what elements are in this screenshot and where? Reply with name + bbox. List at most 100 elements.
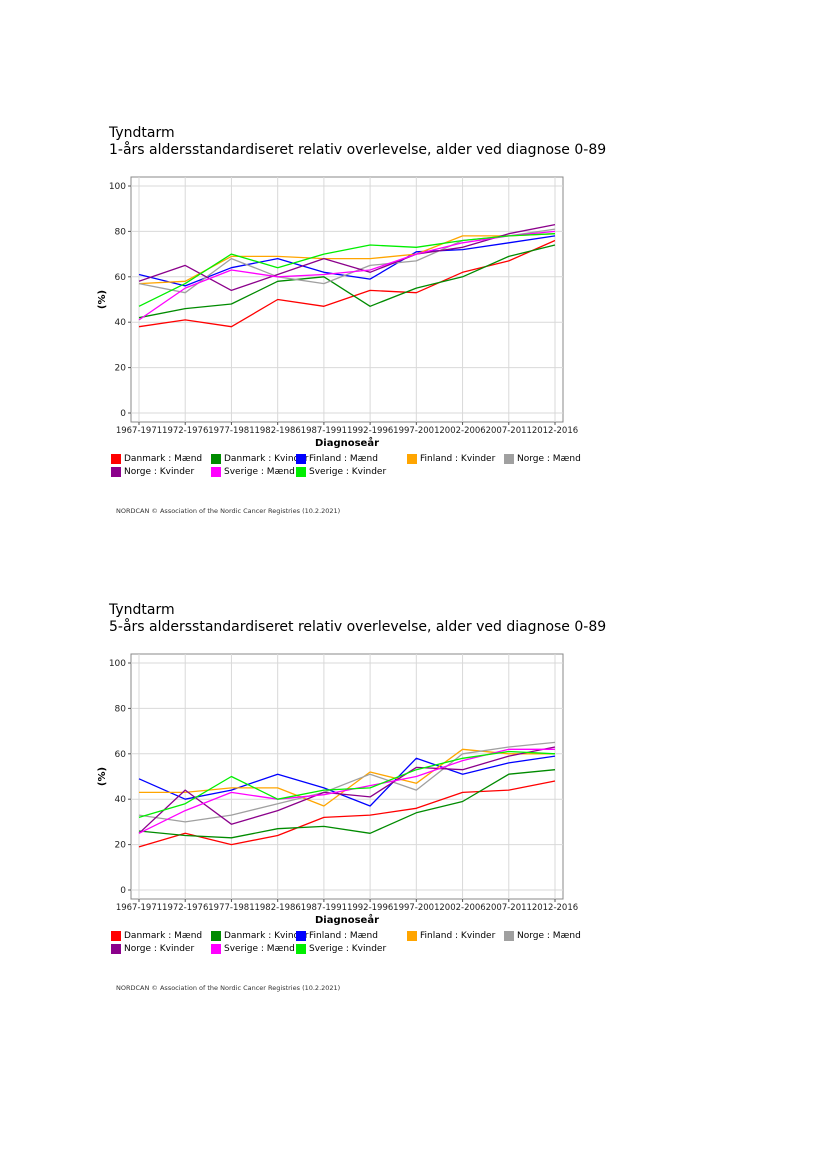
legend-swatch	[211, 467, 221, 477]
x-tick-label: 2007-2011	[486, 426, 532, 436]
plot-frame	[130, 653, 564, 900]
legend-swatch	[296, 454, 306, 464]
legend-item: Sverige : Kvinder	[296, 944, 386, 954]
y-tick-label: 80	[115, 227, 127, 237]
legend-item: Danmark : Kvinder	[211, 454, 308, 464]
x-tick-label: 2012-2016	[532, 903, 578, 913]
x-tick-label: 2007-2011	[486, 903, 532, 913]
legend-swatch	[296, 467, 306, 477]
y-axis-label: (%)	[97, 290, 108, 309]
x-tick-label: 2012-2016	[532, 426, 578, 436]
legend-swatch	[211, 931, 221, 941]
legend-label: Danmark : Mænd	[124, 454, 203, 464]
legend-label: Danmark : Kvinder	[224, 454, 309, 464]
legend-label: Sverige : Mænd	[224, 944, 295, 954]
legend-label: Danmark : Mænd	[124, 931, 203, 941]
chart-subtitle: 1-års aldersstandardiseret relativ overl…	[109, 142, 607, 158]
y-tick-label: 0	[120, 886, 126, 896]
legend-swatch	[504, 454, 514, 464]
legend-item: Finland : Mænd	[296, 931, 378, 941]
series-line	[138, 746, 556, 834]
series-line	[138, 780, 556, 848]
chart-legend: Danmark : Mænd Danmark : Kvinder Finland :…	[111, 931, 591, 957]
legend-item: Sverige : Mænd	[211, 944, 295, 954]
legend-swatch	[111, 467, 121, 477]
x-tick-label: 2002-2006	[439, 903, 485, 913]
legend-swatch	[111, 454, 121, 464]
x-axis-label: Diagnoseår	[315, 436, 379, 449]
y-tick-label: 40	[115, 795, 127, 805]
x-tick-label: 1967-1971	[116, 903, 162, 913]
legend-item: Norge : Mænd	[504, 931, 581, 941]
y-tick-label: 60	[115, 750, 127, 760]
y-tick-label: 0	[120, 409, 126, 419]
legend-item: Norge : Mænd	[504, 454, 581, 464]
chart-legend: Danmark : Mænd Danmark : Kvinder Finland :…	[111, 454, 591, 480]
legend-label: Finland : Kvinder	[420, 931, 496, 941]
x-tick-label: 1992-1996	[347, 426, 393, 436]
x-tick-label: 1977-1981	[208, 903, 254, 913]
plot-frame	[130, 176, 564, 423]
legend-swatch	[296, 931, 306, 941]
x-tick-label: 1982-1986	[254, 903, 300, 913]
legend-swatch	[111, 931, 121, 941]
x-tick-label: 1987-1991	[301, 426, 347, 436]
y-tick-label: 20	[115, 364, 127, 374]
chart-subtitle: 5-års aldersstandardiseret relativ overl…	[109, 619, 607, 635]
legend-label: Danmark : Kvinder	[224, 931, 309, 941]
x-tick-label: 1967-1971	[116, 426, 162, 436]
series-line	[138, 223, 556, 292]
legend-label: Sverige : Kvinder	[309, 467, 387, 477]
x-axis-label: Diagnoseår	[315, 913, 379, 926]
series-line	[138, 230, 556, 321]
x-tick-label: 1997-2001	[393, 903, 439, 913]
y-tick-label: 100	[109, 182, 126, 192]
y-axis-label: (%)	[97, 767, 108, 786]
legend-label: Norge : Mænd	[517, 454, 581, 464]
y-tick-label: 20	[115, 841, 127, 851]
legend-swatch	[211, 454, 221, 464]
legend-label: Sverige : Mænd	[224, 467, 295, 477]
series-line	[138, 244, 556, 319]
x-tick-label: 1982-1986	[254, 426, 300, 436]
series-line	[138, 233, 556, 307]
x-tick-label: 1977-1981	[208, 426, 254, 436]
y-tick-label: 80	[115, 704, 127, 714]
chart-title: Tyndtarm 5-års aldersstandardiseret rela…	[109, 602, 606, 636]
series-line	[138, 741, 556, 823]
credit-text: NORDCAN © Association of the Nordic Canc…	[116, 507, 341, 515]
legend-item: Danmark : Mænd	[111, 454, 202, 464]
series-line	[138, 235, 556, 287]
series-line	[138, 750, 556, 819]
legend-label: Sverige : Kvinder	[309, 944, 387, 954]
legend-label: Finland : Kvinder	[420, 454, 496, 464]
legend-swatch	[296, 944, 306, 954]
x-tick-label: 1987-1991	[301, 903, 347, 913]
chart-2: Tyndtarm 5-års aldersstandardiseret rela…	[0, 477, 827, 1037]
legend-item: Danmark : Mænd	[111, 931, 202, 941]
legend-swatch	[211, 944, 221, 954]
legend-label: Norge : Mænd	[517, 931, 581, 941]
series-line	[138, 755, 556, 807]
legend-label: Finland : Mænd	[309, 931, 378, 941]
x-tick-label: 1997-2001	[393, 426, 439, 436]
credit-text: NORDCAN © Association of the Nordic Canc…	[116, 984, 341, 992]
chart-title-text: Tyndtarm	[109, 125, 175, 141]
legend-item: Finland : Kvinder	[407, 454, 495, 464]
legend-swatch	[407, 454, 417, 464]
series-line	[138, 769, 556, 839]
y-tick-label: 100	[109, 659, 126, 669]
legend-item: Finland : Mænd	[296, 454, 378, 464]
legend-item: Norge : Kvinder	[111, 467, 194, 477]
x-tick-label: 1992-1996	[347, 903, 393, 913]
chart-title-text: Tyndtarm	[109, 602, 175, 618]
x-tick-label: 1972-1976	[162, 426, 208, 436]
legend-label: Norge : Kvinder	[124, 944, 195, 954]
legend-swatch	[504, 931, 514, 941]
legend-item: Finland : Kvinder	[407, 931, 495, 941]
chart-title: Tyndtarm 1-års aldersstandardiseret rela…	[109, 125, 606, 159]
x-tick-label: 1972-1976	[162, 903, 208, 913]
x-tick-label: 2002-2006	[439, 426, 485, 436]
legend-swatch	[407, 931, 417, 941]
